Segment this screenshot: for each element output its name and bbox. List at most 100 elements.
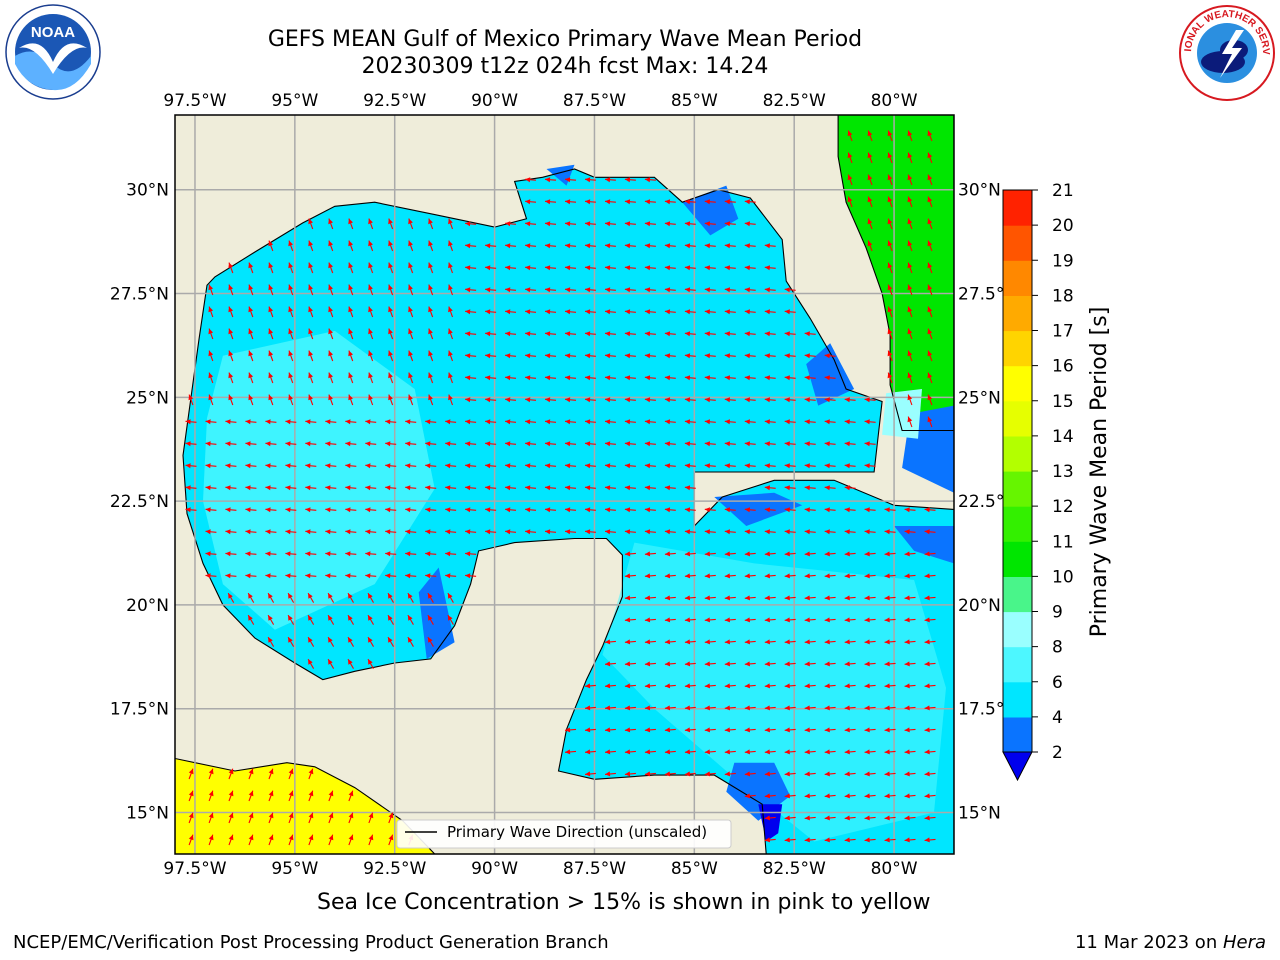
wave-arrow-icon	[225, 463, 237, 469]
wave-arrow-icon	[724, 683, 736, 689]
wave-arrow-icon	[205, 441, 217, 447]
wave-arrow-icon	[604, 243, 616, 249]
wave-arrow-icon	[804, 375, 816, 381]
wave-arrow-icon	[784, 551, 796, 557]
wave-arrow-icon	[664, 331, 676, 337]
wave-arrow-icon	[764, 265, 776, 271]
wave-arrow-icon	[624, 595, 636, 601]
wave-arrow-icon	[924, 529, 936, 535]
wave-arrow-icon	[205, 485, 217, 491]
wave-arrow-icon	[804, 573, 816, 579]
wave-arrow-icon	[784, 463, 796, 469]
wave-arrow-icon	[525, 397, 537, 403]
wave-arrow-icon	[505, 331, 517, 337]
wave-arrow-icon	[307, 658, 315, 669]
colorbar-tick-label: 17	[1052, 322, 1074, 342]
wave-arrow-icon	[287, 614, 295, 625]
wave-arrow-icon	[188, 768, 194, 780]
wave-arrow-icon	[704, 683, 716, 689]
wave-arrow-icon	[505, 287, 517, 293]
wave-arrow-icon	[764, 375, 776, 381]
wave-arrow-icon	[388, 218, 394, 230]
wave-arrow-icon	[824, 485, 836, 491]
wave-arrow-icon	[784, 771, 796, 777]
wave-arrow-icon	[824, 749, 836, 755]
wave-arrow-icon	[704, 441, 716, 447]
wave-arrow-icon	[824, 573, 836, 579]
wave-arrow-icon	[924, 551, 936, 557]
wave-arrow-icon	[604, 375, 616, 381]
wave-arrow-icon	[465, 551, 477, 557]
wave-arrow-icon	[824, 463, 836, 469]
wave-arrow-icon	[328, 262, 334, 274]
wave-arrow-icon	[927, 196, 933, 208]
wave-arrow-icon	[287, 636, 295, 647]
wave-arrow-icon	[584, 287, 596, 293]
wave-arrow-icon	[268, 812, 274, 824]
wave-arrow-icon	[564, 727, 577, 733]
wave-arrow-icon	[884, 551, 896, 557]
wave-arrow-icon	[704, 595, 716, 601]
ocean-field	[175, 115, 954, 854]
wave-arrow-icon	[445, 441, 457, 447]
wave-arrow-icon	[465, 573, 477, 579]
wave-arrow-icon	[644, 353, 656, 359]
wave-arrow-icon	[744, 397, 756, 403]
wave-arrow-icon	[368, 394, 374, 406]
wave-arrow-icon	[388, 328, 394, 340]
wave-arrow-icon	[684, 199, 696, 205]
wave-arrow-icon	[724, 573, 736, 579]
wave-arrow-icon	[368, 306, 374, 318]
wave-arrow-icon	[525, 485, 537, 491]
wave-arrow-icon	[248, 262, 254, 274]
wave-arrow-icon	[285, 441, 297, 447]
wave-arrow-icon	[365, 573, 377, 579]
wave-arrow-icon	[764, 353, 776, 359]
wave-arrow-icon	[228, 262, 234, 274]
wave-arrow-icon	[684, 705, 696, 711]
wave-arrow-icon	[904, 639, 916, 645]
colorbar-segment	[1003, 330, 1032, 367]
wave-arrow-icon	[907, 372, 913, 384]
wave-arrow-icon	[348, 812, 354, 824]
wave-arrow-icon	[348, 834, 354, 846]
wave-arrow-icon	[824, 617, 836, 623]
wave-arrow-icon	[604, 749, 616, 755]
wave-arrow-icon	[308, 812, 314, 824]
wave-arrow-icon	[824, 661, 836, 667]
colorbar-tick-label: 18	[1052, 286, 1074, 306]
wave-arrow-icon	[664, 507, 676, 513]
wave-arrow-icon	[368, 812, 374, 824]
wave-arrow-icon	[764, 441, 776, 447]
wave-arrow-icon	[388, 240, 394, 252]
wave-arrow-icon	[844, 441, 856, 447]
wave-arrow-icon	[624, 353, 636, 359]
lat-tick-label-left: 30°N	[126, 181, 169, 201]
wave-arrow-icon	[584, 727, 596, 733]
wave-arrow-icon	[604, 507, 616, 513]
wave-arrow-icon	[624, 199, 636, 205]
wave-arrow-icon	[864, 749, 876, 755]
wave-arrow-icon	[584, 485, 596, 491]
wave-arrow-icon	[228, 790, 234, 802]
colorbar-tick-label: 8	[1052, 638, 1063, 658]
wave-arrow-icon	[305, 573, 317, 579]
wave-arrow-icon	[248, 328, 254, 340]
wave-arrow-icon	[405, 441, 417, 447]
colorbar-segment	[1003, 260, 1032, 296]
wave-arrow-icon	[367, 592, 374, 603]
wave-arrow-icon	[924, 507, 936, 513]
wave-arrow-icon	[205, 551, 217, 557]
wave-arrow-icon	[664, 397, 676, 403]
wave-arrow-icon	[368, 834, 374, 846]
wave-arrow-icon	[904, 661, 916, 667]
wave-arrow-icon	[208, 790, 214, 802]
wave-arrow-icon	[644, 705, 656, 711]
wave-arrow-icon	[388, 834, 394, 846]
wave-arrow-icon	[328, 372, 334, 384]
wave-arrow-icon	[664, 661, 676, 667]
wave-arrow-icon	[365, 419, 377, 425]
wave-arrow-icon	[388, 372, 394, 384]
wave-arrow-icon	[448, 328, 454, 340]
